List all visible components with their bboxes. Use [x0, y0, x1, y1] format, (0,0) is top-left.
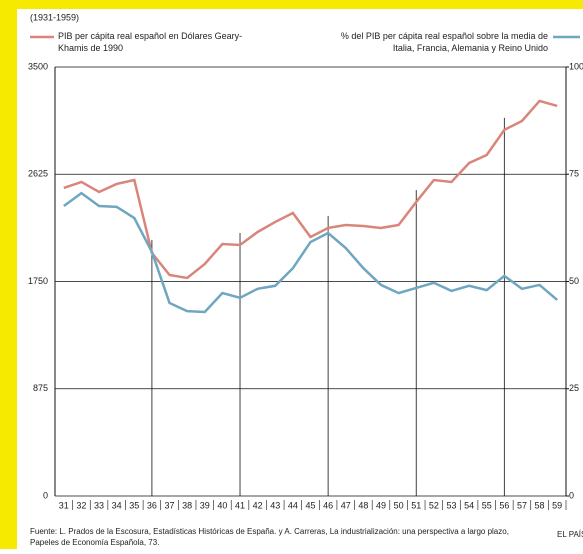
- legend-item: % del PIB per cápita real español sobre …: [340, 31, 548, 53]
- x-tick-label: 51: [411, 500, 421, 510]
- x-tick-label: 34: [112, 500, 122, 510]
- x-tick-label: 39: [200, 500, 210, 510]
- source: Fuente: L. Prados de la Escosura, Estadí…: [30, 527, 509, 536]
- legend-label: PIB per cápita real español en Dólares G…: [58, 31, 243, 53]
- y2-tick-label: 0: [569, 490, 574, 500]
- x-tick-label: 38: [182, 500, 192, 510]
- x-tick-label: 45: [305, 500, 315, 510]
- x-tick-label: 36: [147, 500, 157, 510]
- y-tick-label: 1750: [28, 276, 48, 286]
- y-tick-label: 875: [33, 383, 48, 393]
- x-tick-label: 35: [129, 500, 139, 510]
- x-tick-label: 55: [482, 500, 492, 510]
- x-tick-label: 43: [270, 500, 280, 510]
- legend-item: PIB per cápita real español en Dólares G…: [58, 31, 243, 53]
- x-tick-label: 32: [76, 500, 86, 510]
- y2-tick-label: 25: [569, 383, 579, 393]
- x-tick-label: 57: [517, 500, 527, 510]
- series-line: [63, 191, 559, 314]
- y2-tick-label: 75: [569, 169, 579, 179]
- x-tick-label: 48: [358, 500, 368, 510]
- source: Papeles de Economía Española, 73.: [30, 538, 159, 547]
- top-band: [0, 0, 583, 9]
- x-tick-label: 37: [165, 500, 175, 510]
- x-tick-label: 59: [552, 500, 562, 510]
- y-tick-label: 3500: [28, 61, 48, 71]
- x-tick-label: 41: [235, 500, 245, 510]
- series-line: [63, 99, 558, 280]
- legend-label: % del PIB per cápita real español sobre …: [340, 31, 548, 53]
- y-tick-label: 0: [43, 490, 48, 500]
- subtitle: (1931-1959): [30, 12, 79, 22]
- x-tick-label: 54: [464, 500, 474, 510]
- x-tick-label: 50: [394, 500, 404, 510]
- credit: EL PAÍS: [557, 530, 583, 539]
- x-tick-label: 44: [288, 500, 298, 510]
- x-tick-label: 53: [446, 500, 456, 510]
- x-tick-label: 52: [429, 500, 439, 510]
- y-tick-label: 2625: [28, 169, 48, 179]
- x-tick-label: 40: [217, 500, 227, 510]
- y2-tick-label: 100: [569, 61, 583, 71]
- x-tick-label: 31: [59, 500, 69, 510]
- x-tick-label: 49: [376, 500, 386, 510]
- x-tick-label: 33: [94, 500, 104, 510]
- x-tick-label: 42: [253, 500, 263, 510]
- side-band: [0, 0, 17, 549]
- x-tick-label: 56: [499, 500, 509, 510]
- y2-tick-label: 50: [569, 276, 579, 286]
- x-tick-label: 46: [323, 500, 333, 510]
- x-tick-label: 47: [341, 500, 351, 510]
- x-tick-label: 58: [535, 500, 545, 510]
